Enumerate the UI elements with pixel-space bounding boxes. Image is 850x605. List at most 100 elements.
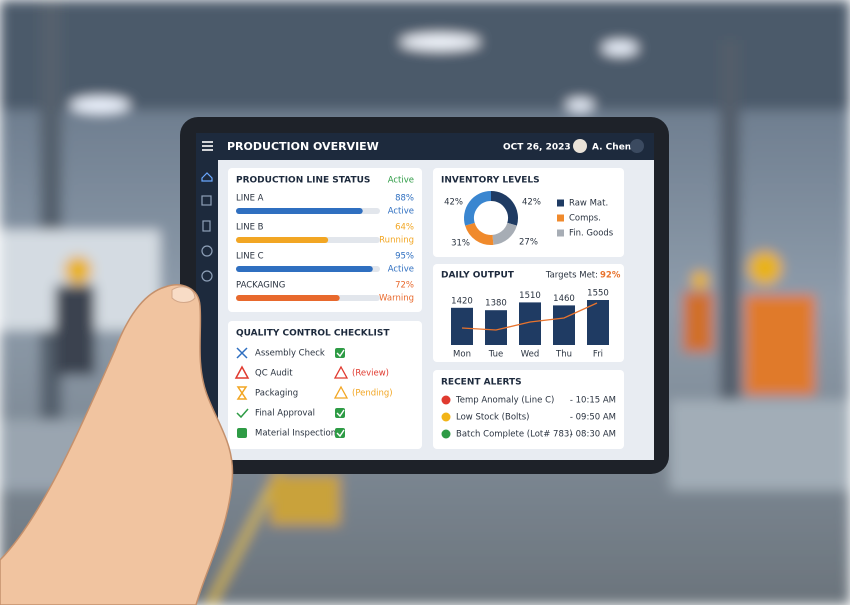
alert-time: - 09:50 AM [570, 413, 616, 423]
status-icon [335, 348, 345, 358]
item-icon [237, 428, 247, 438]
progress-bar [236, 208, 363, 214]
check [336, 349, 345, 358]
line-name: PACKAGING [236, 281, 285, 291]
bar [553, 305, 575, 345]
line-percent: 64% [395, 223, 414, 233]
item-icon [236, 408, 249, 419]
donut-segment [465, 222, 494, 245]
bar [485, 310, 507, 345]
line-name: LINE C [236, 252, 264, 262]
day-label: Tue [488, 350, 504, 360]
bar-value: 1550 [587, 289, 609, 299]
status-icon [335, 428, 345, 438]
legend-label: Raw Mat. [569, 199, 608, 209]
line-state: Active [388, 207, 414, 217]
card [228, 321, 422, 449]
header-date: OCT 26, 2023 [503, 143, 571, 153]
check [336, 429, 345, 438]
item-icon [234, 365, 250, 379]
card-title: PRODUCTION LINE STATUS [236, 176, 370, 186]
alert-dot [441, 395, 451, 405]
donut-segment [490, 191, 518, 226]
donut-label: 31% [451, 239, 470, 249]
progress-bar [236, 295, 340, 301]
status-icon [335, 408, 345, 418]
alert-time: - 10:15 AM [570, 396, 616, 406]
item-name: Final Approval [255, 409, 315, 419]
line-percent: 88% [395, 194, 414, 204]
day-label: Mon [453, 350, 471, 360]
legend-swatch [557, 229, 564, 237]
item-name: Assembly Check [255, 349, 325, 359]
line-percent: 72% [395, 281, 414, 291]
alert-text: Low Stock (Bolts) [456, 413, 529, 423]
profile-button[interactable] [630, 139, 644, 153]
bar [519, 302, 541, 345]
bar-value: 1380 [485, 299, 507, 309]
bar-value: 1420 [451, 296, 473, 306]
progress-bar [236, 266, 373, 272]
alert-text: Temp Anomaly (Line C) [455, 396, 554, 406]
alert-text: Batch Complete (Lot# 783) [456, 430, 573, 440]
nav-reports[interactable] [202, 220, 211, 232]
user-name: A. Chen [592, 143, 631, 153]
trend-line [461, 302, 598, 331]
progress-bar [236, 237, 329, 243]
item-note: (Pending) [352, 389, 393, 399]
line-name: LINE A [236, 194, 264, 204]
alert-dot [441, 412, 451, 422]
line-state: Warning [379, 294, 414, 304]
bar-value: 1510 [519, 291, 541, 301]
bar [451, 307, 473, 345]
status-icon [333, 365, 349, 379]
item-note: (Review) [352, 369, 389, 379]
alert-time: - 08:30 AM [570, 430, 616, 440]
item-name: Material Inspection [255, 429, 336, 439]
donut-label: 42% [444, 198, 463, 208]
legend-label: Fin. Goods [569, 229, 614, 239]
menu-button[interactable] [202, 141, 213, 151]
check [336, 409, 345, 418]
line-percent: 95% [395, 252, 414, 262]
donut-label: 42% [522, 198, 541, 208]
status-label: Active [388, 176, 414, 186]
donut-segment [464, 191, 492, 226]
nav-home[interactable] [201, 172, 213, 182]
sidebar-icons [201, 172, 213, 282]
legend-label: Comps. [569, 214, 601, 224]
item-icon [236, 347, 248, 359]
day-label: Thu [555, 350, 572, 360]
bar [587, 300, 609, 345]
target-label: Targets Met: [545, 271, 598, 281]
card-title: RECENT ALERTS [441, 378, 522, 388]
card-title: DAILY OUTPUT [441, 271, 515, 281]
legend-swatch [557, 214, 564, 222]
item-name: QC Audit [255, 369, 293, 379]
donut-label: 27% [519, 238, 538, 248]
item-name: Packaging [255, 389, 298, 399]
nav-settings[interactable] [201, 270, 213, 282]
card [433, 370, 624, 449]
donut-segment [492, 222, 517, 245]
nav-gauge[interactable] [201, 245, 213, 257]
avatar[interactable] [573, 139, 587, 153]
target-value: 92% [600, 271, 621, 281]
nav-calendar[interactable] [201, 195, 212, 206]
line-state: Running [379, 236, 414, 246]
day-label: Wed [521, 350, 540, 360]
header-title: PRODUCTION OVERVIEW [227, 140, 379, 153]
line-state: Active [388, 265, 414, 275]
status-icon [333, 385, 349, 399]
card-title: INVENTORY LEVELS [441, 176, 540, 186]
hand [0, 284, 234, 605]
legend-swatch [557, 199, 564, 207]
alert-dot [441, 429, 451, 439]
line-name: LINE B [236, 223, 264, 233]
day-label: Fri [593, 350, 603, 360]
item-icon [236, 386, 248, 400]
card-title: QUALITY CONTROL CHECKLIST [236, 329, 390, 339]
bar-value: 1460 [553, 294, 575, 304]
